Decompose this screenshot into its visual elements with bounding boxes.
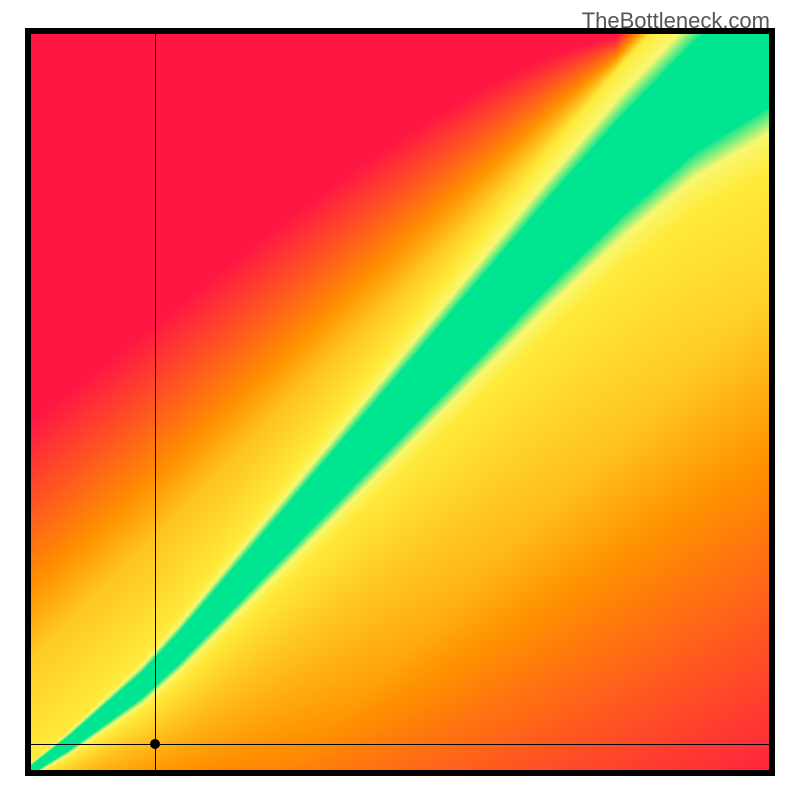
page-container: TheBottleneck.com	[0, 0, 800, 800]
crosshair-vertical	[155, 34, 156, 770]
chart-frame	[25, 28, 775, 776]
crosshair-horizontal	[31, 744, 769, 745]
crosshair-marker-dot	[150, 739, 160, 749]
chart-inner	[31, 34, 769, 770]
watermark-text: TheBottleneck.com	[582, 8, 770, 34]
heatmap-canvas	[31, 34, 769, 770]
